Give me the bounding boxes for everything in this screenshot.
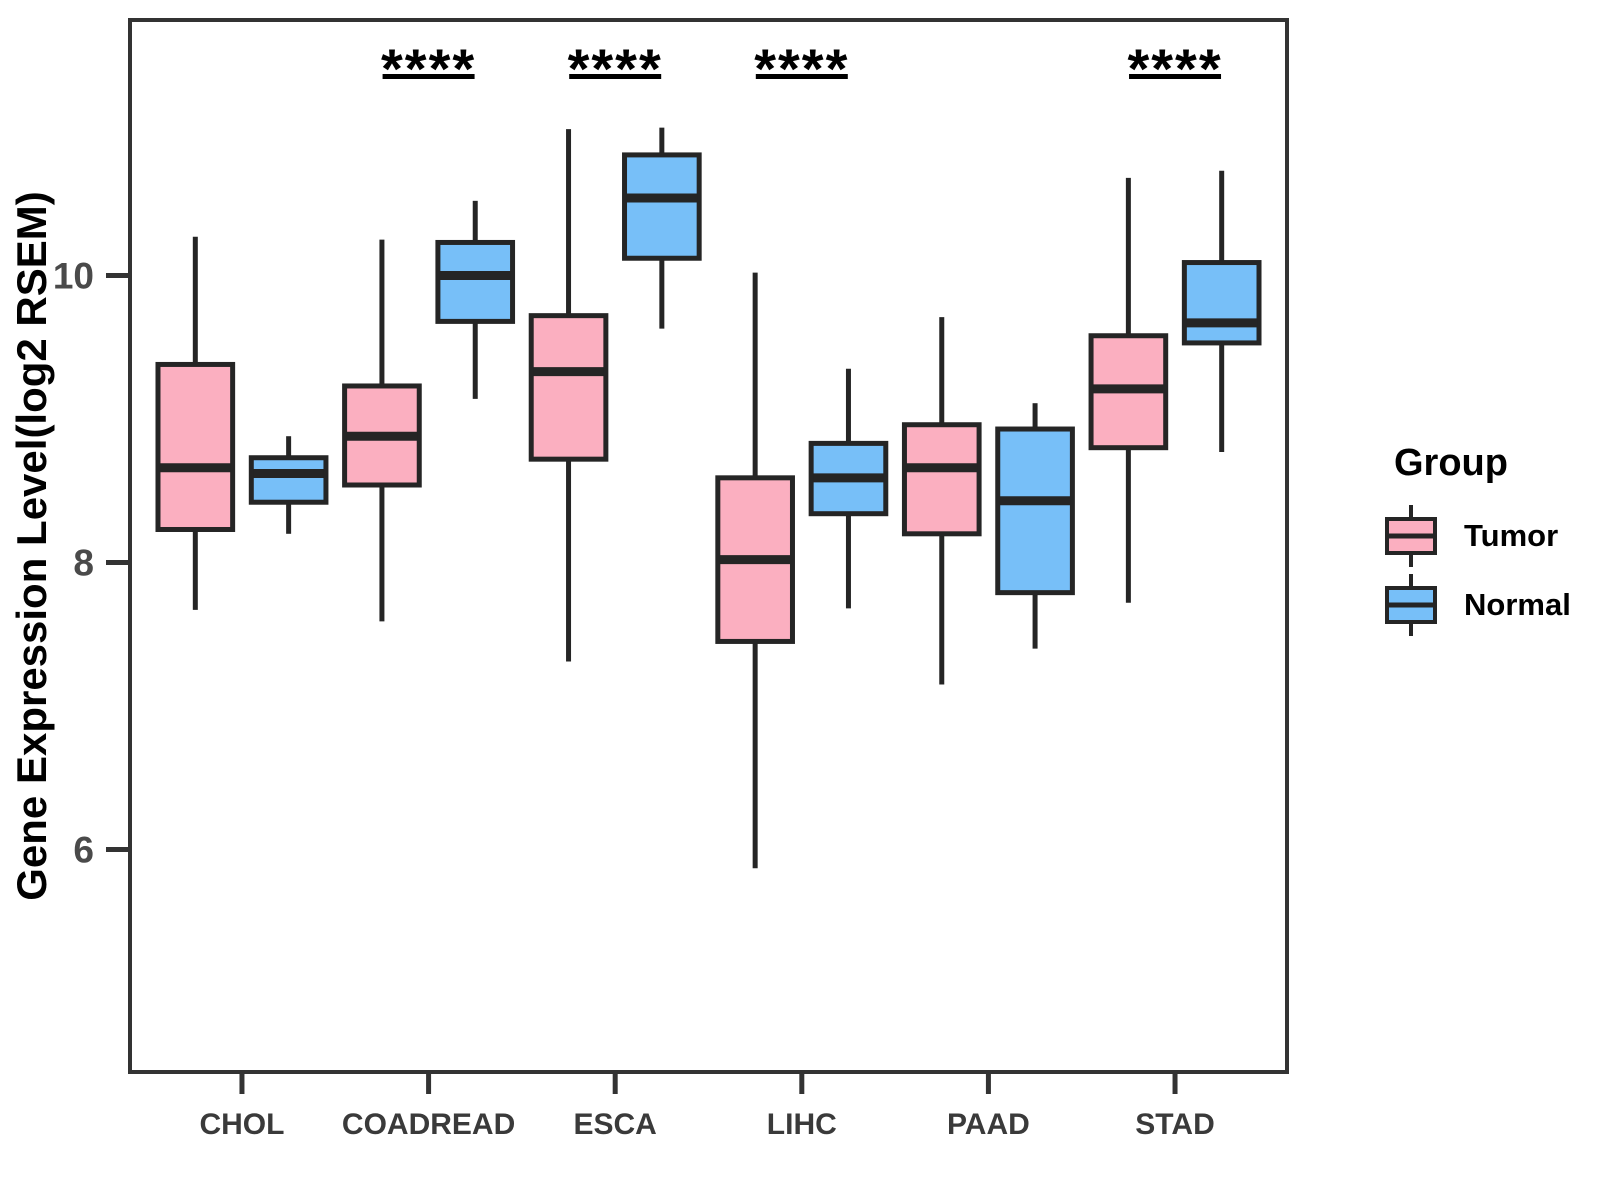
- legend-items: Tumor Normal: [1368, 501, 1593, 639]
- legend-item-tumor: Tumor: [1368, 501, 1593, 570]
- x-category-label-PAAD: PAAD: [947, 1108, 1030, 1141]
- box-ESCA-Normal: [622, 127, 702, 329]
- box-COADREAD-Normal: [435, 200, 516, 399]
- y-tick-label: 6: [73, 830, 94, 871]
- box-STAD-Normal: [1181, 170, 1262, 452]
- y-tick-label: 8: [73, 543, 94, 584]
- significance-bar: [1129, 74, 1222, 79]
- significance-stars: ****: [754, 37, 849, 100]
- box-LIHC-Tumor: [715, 272, 795, 869]
- legend-title: Group: [1394, 442, 1508, 484]
- significance-stars: ****: [568, 37, 663, 100]
- box-PAAD-Tumor: [901, 317, 982, 685]
- iqr-box: [901, 422, 982, 537]
- iqr-box: [248, 455, 329, 505]
- box-STAD-Tumor: [1088, 177, 1169, 603]
- x-category-label-LIHC: LIHC: [767, 1108, 837, 1141]
- legend-item-label: Tumor: [1464, 517, 1559, 553]
- significance-COADREAD: ****: [381, 37, 476, 100]
- iqr-box: [528, 313, 609, 462]
- y-tick-label: 10: [53, 255, 94, 296]
- boxplot-glyph-icon: [1385, 504, 1437, 567]
- box-PAAD-Normal: [995, 403, 1075, 649]
- box-COADREAD-Tumor: [342, 239, 422, 622]
- x-category-label-ESCA: ESCA: [574, 1108, 657, 1141]
- significance-STAD: ****: [1127, 37, 1222, 100]
- iqr-box: [622, 152, 702, 261]
- significance-stars: ****: [1127, 37, 1222, 100]
- significance-stars: ****: [381, 37, 476, 100]
- box-CHOL-Tumor: [155, 236, 236, 610]
- significance-bar: [569, 74, 662, 79]
- box-LIHC-Normal: [808, 368, 889, 609]
- box-CHOL-Normal: [248, 436, 329, 534]
- significance-bar: [382, 74, 475, 79]
- significance-LIHC: ****: [754, 37, 849, 100]
- y-axis-title: Gene Expression Level(log2 RSEM): [8, 191, 55, 901]
- legend-item-label: Normal: [1464, 586, 1571, 622]
- x-category-label-CHOL: CHOL: [199, 1108, 284, 1141]
- legend-item-normal: Normal: [1368, 570, 1593, 639]
- iqr-box: [435, 239, 516, 324]
- boxplot-glyph-icon: [1385, 573, 1437, 636]
- legend: Group Tumor Normal: [1368, 442, 1593, 639]
- iqr-box: [1181, 260, 1262, 346]
- iqr-box: [155, 361, 236, 532]
- box-ESCA-Tumor: [528, 129, 609, 662]
- significance-bar: [755, 74, 848, 79]
- x-category-label-COADREAD: COADREAD: [342, 1108, 515, 1141]
- x-category-label-STAD: STAD: [1135, 1108, 1214, 1141]
- significance-ESCA: ****: [568, 37, 663, 100]
- panel-border: [128, 18, 1289, 1074]
- iqr-box: [995, 426, 1075, 596]
